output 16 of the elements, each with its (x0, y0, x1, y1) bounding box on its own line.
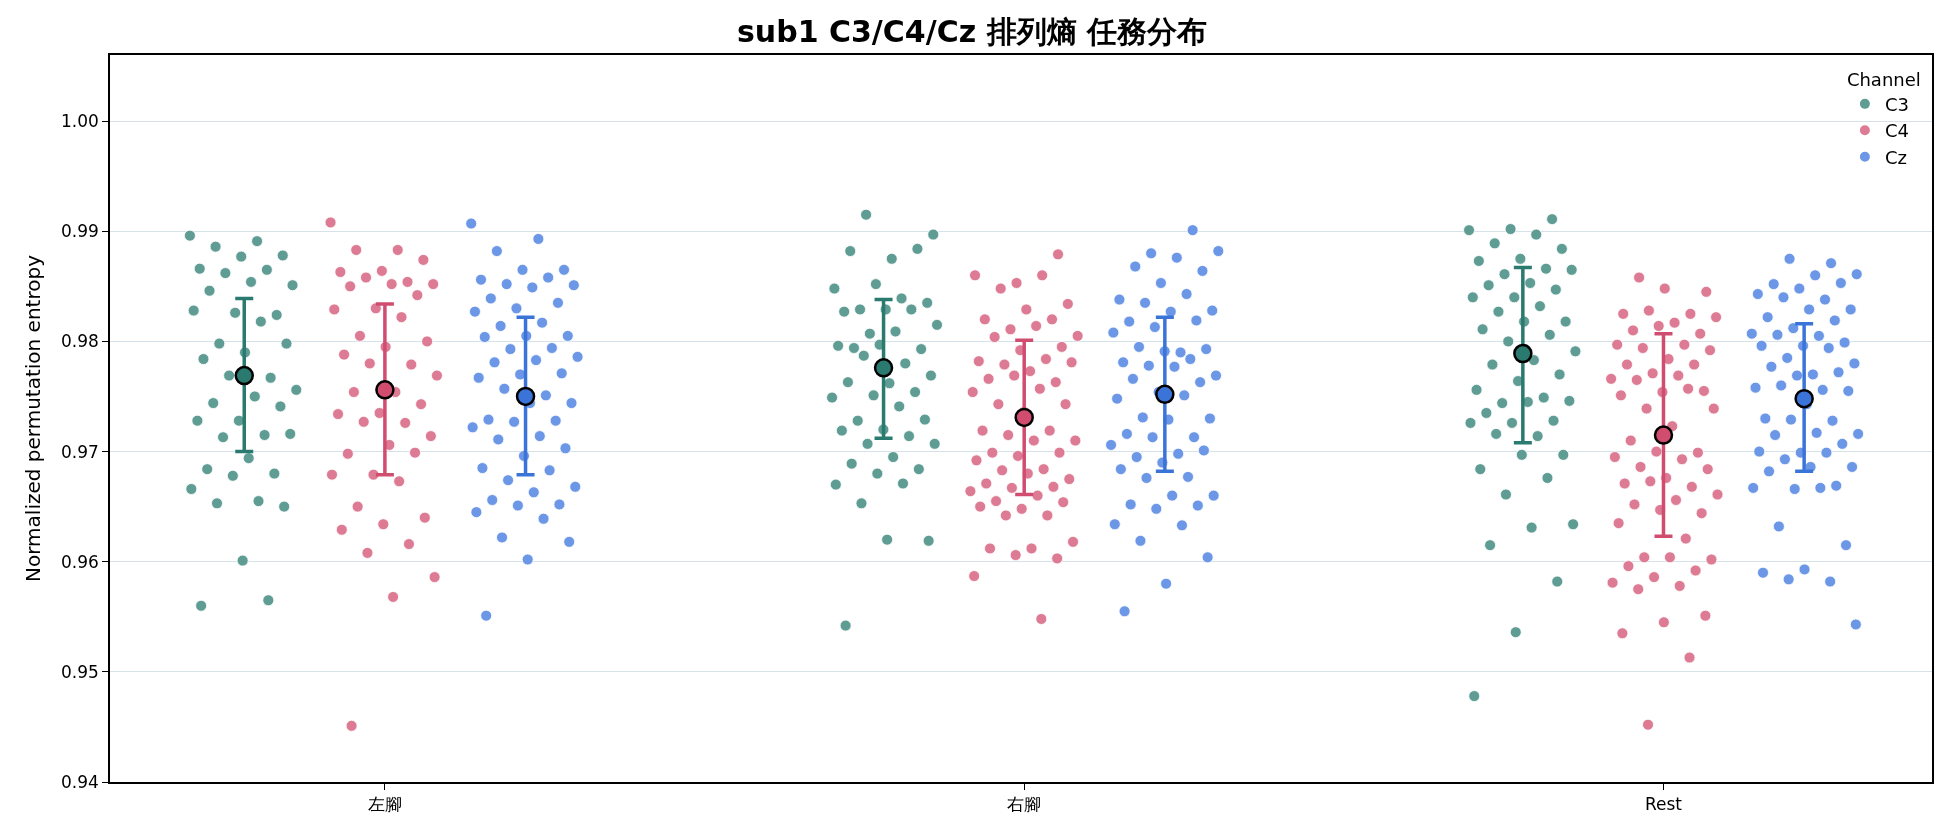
chart-title: sub1 C3/C4/Cz 排列熵 任務分布 (736, 13, 1208, 49)
x-tick-label: Rest (1644, 794, 1683, 815)
y-tick-label: 0.97 (60, 441, 99, 462)
y-tick-label: 0.94 (60, 771, 99, 792)
legend-title: Channel (1846, 68, 1921, 90)
y-tick-label: 1.00 (60, 111, 99, 132)
legend-label: C4 (1884, 120, 1909, 142)
x-tick-label: 右腳 (1007, 794, 1042, 815)
y-tick-label: 0.95 (60, 661, 99, 682)
y-tick-label: 0.98 (60, 331, 99, 352)
legend-label: Cz (1884, 146, 1907, 168)
x-tick-label: 左腳 (367, 794, 402, 815)
legend-label: C3 (1884, 93, 1909, 115)
y-tick-label: 0.96 (60, 551, 99, 572)
y-tick-label: 0.99 (60, 221, 99, 242)
y-axis-title: Normalized permutation entropy (20, 254, 45, 582)
